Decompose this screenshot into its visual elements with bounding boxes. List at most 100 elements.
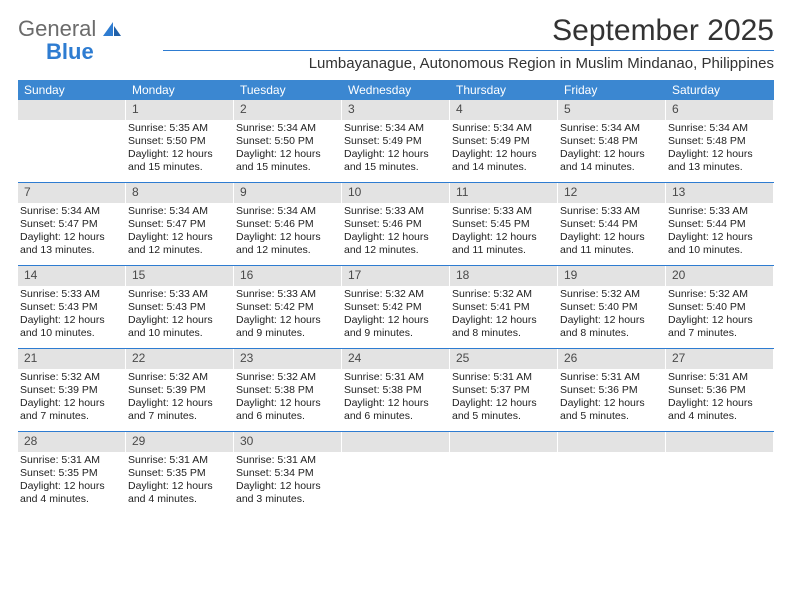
calendar-day-cell: 6 Sunrise: 5:34 AMSunset: 5:48 PMDaylight… bbox=[666, 100, 774, 182]
daylight-text: Daylight: 12 hours and 5 minutes. bbox=[452, 397, 553, 423]
daylight-text: Daylight: 12 hours and 8 minutes. bbox=[560, 314, 661, 340]
day-number: 23 bbox=[234, 349, 341, 369]
calendar-day-cell: 16Sunrise: 5:33 AMSunset: 5:42 PMDayligh… bbox=[234, 266, 342, 348]
sunset-text: Sunset: 5:50 PM bbox=[128, 135, 229, 148]
day-number: 19 bbox=[558, 266, 665, 286]
daylight-text: Daylight: 12 hours and 12 minutes. bbox=[236, 231, 337, 257]
calendar-day-cell bbox=[558, 432, 666, 514]
sunrise-text: Sunrise: 5:34 AM bbox=[236, 122, 337, 135]
daylight-text: Daylight: 12 hours and 7 minutes. bbox=[128, 397, 229, 423]
sunrise-text: Sunrise: 5:33 AM bbox=[344, 205, 445, 218]
daylight-text: Daylight: 12 hours and 15 minutes. bbox=[344, 148, 445, 174]
calendar-day-cell: 27Sunrise: 5:31 AMSunset: 5:36 PMDayligh… bbox=[666, 349, 774, 431]
day-details: Sunrise: 5:35 AMSunset: 5:50 PMDaylight:… bbox=[126, 120, 233, 179]
day-number: 7 bbox=[18, 183, 125, 203]
sunrise-text: Sunrise: 5:31 AM bbox=[668, 371, 769, 384]
day-number: 18 bbox=[450, 266, 557, 286]
day-details: Sunrise: 5:31 AMSunset: 5:35 PMDaylight:… bbox=[126, 452, 233, 511]
day-number: 24 bbox=[342, 349, 449, 369]
location-subtitle: Lumbayanague, Autonomous Region in Musli… bbox=[163, 55, 774, 72]
weeks-container: 1Sunrise: 5:35 AMSunset: 5:50 PMDaylight… bbox=[18, 100, 774, 514]
day-details: Sunrise: 5:31 AMSunset: 5:37 PMDaylight:… bbox=[450, 369, 557, 428]
sunset-text: Sunset: 5:36 PM bbox=[668, 384, 769, 397]
calendar-day-cell: 15Sunrise: 5:33 AMSunset: 5:43 PMDayligh… bbox=[126, 266, 234, 348]
sunset-text: Sunset: 5:48 PM bbox=[668, 135, 769, 148]
day-number: 1 bbox=[126, 100, 233, 120]
daylight-text: Daylight: 12 hours and 13 minutes. bbox=[668, 148, 769, 174]
month-title: September 2025 bbox=[163, 14, 774, 51]
calendar-day-cell: 7Sunrise: 5:34 AMSunset: 5:47 PMDaylight… bbox=[18, 183, 126, 265]
sunset-text: Sunset: 5:42 PM bbox=[344, 301, 445, 314]
day-number: 25 bbox=[450, 349, 557, 369]
calendar-day-cell: 1Sunrise: 5:35 AMSunset: 5:50 PMDaylight… bbox=[126, 100, 234, 182]
sunrise-text: Sunrise: 5:34 AM bbox=[668, 122, 769, 135]
weekday-header: Sunday bbox=[18, 80, 126, 100]
day-number: 3 bbox=[342, 100, 449, 120]
day-details: Sunrise: 5:33 AMSunset: 5:45 PMDaylight:… bbox=[450, 203, 557, 262]
sunrise-text: Sunrise: 5:34 AM bbox=[560, 122, 661, 135]
daylight-text: Daylight: 12 hours and 10 minutes. bbox=[668, 231, 769, 257]
sunset-text: Sunset: 5:49 PM bbox=[344, 135, 445, 148]
sunset-text: Sunset: 5:44 PM bbox=[668, 218, 769, 231]
daylight-text: Daylight: 12 hours and 15 minutes. bbox=[236, 148, 337, 174]
calendar-day-cell: 18Sunrise: 5:32 AMSunset: 5:41 PMDayligh… bbox=[450, 266, 558, 348]
sunrise-text: Sunrise: 5:35 AM bbox=[128, 122, 229, 135]
day-details: Sunrise: 5:32 AMSunset: 5:41 PMDaylight:… bbox=[450, 286, 557, 345]
sunset-text: Sunset: 5:46 PM bbox=[344, 218, 445, 231]
daylight-text: Daylight: 12 hours and 15 minutes. bbox=[128, 148, 229, 174]
sunrise-text: Sunrise: 5:32 AM bbox=[128, 371, 229, 384]
title-block: September 2025 Lumbayanague, Autonomous … bbox=[163, 14, 774, 72]
calendar-week-row: 28Sunrise: 5:31 AMSunset: 5:35 PMDayligh… bbox=[18, 432, 774, 514]
logo-text-block: General Blue bbox=[18, 18, 123, 63]
calendar-day-cell: 4Sunrise: 5:34 AMSunset: 5:49 PMDaylight… bbox=[450, 100, 558, 182]
day-details: Sunrise: 5:32 AMSunset: 5:42 PMDaylight:… bbox=[342, 286, 449, 345]
sunrise-text: Sunrise: 5:34 AM bbox=[128, 205, 229, 218]
day-number: 6 bbox=[666, 100, 773, 120]
calendar-grid: Sunday Monday Tuesday Wednesday Thursday… bbox=[18, 80, 774, 514]
calendar-day-cell: 5Sunrise: 5:34 AMSunset: 5:48 PMDaylight… bbox=[558, 100, 666, 182]
daylight-text: Daylight: 12 hours and 4 minutes. bbox=[668, 397, 769, 423]
sunrise-text: Sunrise: 5:34 AM bbox=[344, 122, 445, 135]
calendar-day-cell: 17Sunrise: 5:32 AMSunset: 5:42 PMDayligh… bbox=[342, 266, 450, 348]
day-number: 15 bbox=[126, 266, 233, 286]
sunset-text: Sunset: 5:48 PM bbox=[560, 135, 661, 148]
weekday-header-row: Sunday Monday Tuesday Wednesday Thursday… bbox=[18, 80, 774, 100]
calendar-day-cell bbox=[18, 100, 126, 182]
calendar-day-cell: 21Sunrise: 5:32 AMSunset: 5:39 PMDayligh… bbox=[18, 349, 126, 431]
day-details bbox=[450, 452, 557, 510]
calendar-day-cell: 22Sunrise: 5:32 AMSunset: 5:39 PMDayligh… bbox=[126, 349, 234, 431]
sunset-text: Sunset: 5:47 PM bbox=[128, 218, 229, 231]
calendar-day-cell: 14Sunrise: 5:33 AMSunset: 5:43 PMDayligh… bbox=[18, 266, 126, 348]
sunrise-text: Sunrise: 5:31 AM bbox=[20, 454, 121, 467]
calendar-day-cell bbox=[450, 432, 558, 514]
sail-icon bbox=[101, 20, 123, 43]
calendar-day-cell: 9Sunrise: 5:34 AMSunset: 5:46 PMDaylight… bbox=[234, 183, 342, 265]
day-number: 8 bbox=[126, 183, 233, 203]
weekday-header: Monday bbox=[126, 80, 234, 100]
daylight-text: Daylight: 12 hours and 3 minutes. bbox=[236, 480, 337, 506]
sunset-text: Sunset: 5:49 PM bbox=[452, 135, 553, 148]
sunrise-text: Sunrise: 5:32 AM bbox=[560, 288, 661, 301]
day-details: Sunrise: 5:34 AMSunset: 5:48 PMDaylight:… bbox=[558, 120, 665, 179]
day-details: Sunrise: 5:33 AMSunset: 5:43 PMDaylight:… bbox=[126, 286, 233, 345]
sunrise-text: Sunrise: 5:31 AM bbox=[128, 454, 229, 467]
page-header: General Blue September 2025 Lumbayanague… bbox=[18, 14, 774, 72]
sunset-text: Sunset: 5:41 PM bbox=[452, 301, 553, 314]
day-number: 13 bbox=[666, 183, 773, 203]
sunset-text: Sunset: 5:38 PM bbox=[236, 384, 337, 397]
calendar-week-row: 14Sunrise: 5:33 AMSunset: 5:43 PMDayligh… bbox=[18, 266, 774, 349]
day-number: 30 bbox=[234, 432, 341, 452]
day-number: 12 bbox=[558, 183, 665, 203]
day-details bbox=[342, 452, 449, 510]
sunrise-text: Sunrise: 5:33 AM bbox=[20, 288, 121, 301]
sunset-text: Sunset: 5:47 PM bbox=[20, 218, 121, 231]
day-details: Sunrise: 5:34 AMSunset: 5:46 PMDaylight:… bbox=[234, 203, 341, 262]
sunset-text: Sunset: 5:44 PM bbox=[560, 218, 661, 231]
sunrise-text: Sunrise: 5:33 AM bbox=[668, 205, 769, 218]
day-details: Sunrise: 5:34 AMSunset: 5:50 PMDaylight:… bbox=[234, 120, 341, 179]
sunrise-text: Sunrise: 5:33 AM bbox=[128, 288, 229, 301]
daylight-text: Daylight: 12 hours and 10 minutes. bbox=[128, 314, 229, 340]
sunset-text: Sunset: 5:39 PM bbox=[128, 384, 229, 397]
calendar-day-cell: 2Sunrise: 5:34 AMSunset: 5:50 PMDaylight… bbox=[234, 100, 342, 182]
day-details: Sunrise: 5:34 AMSunset: 5:49 PMDaylight:… bbox=[342, 120, 449, 179]
